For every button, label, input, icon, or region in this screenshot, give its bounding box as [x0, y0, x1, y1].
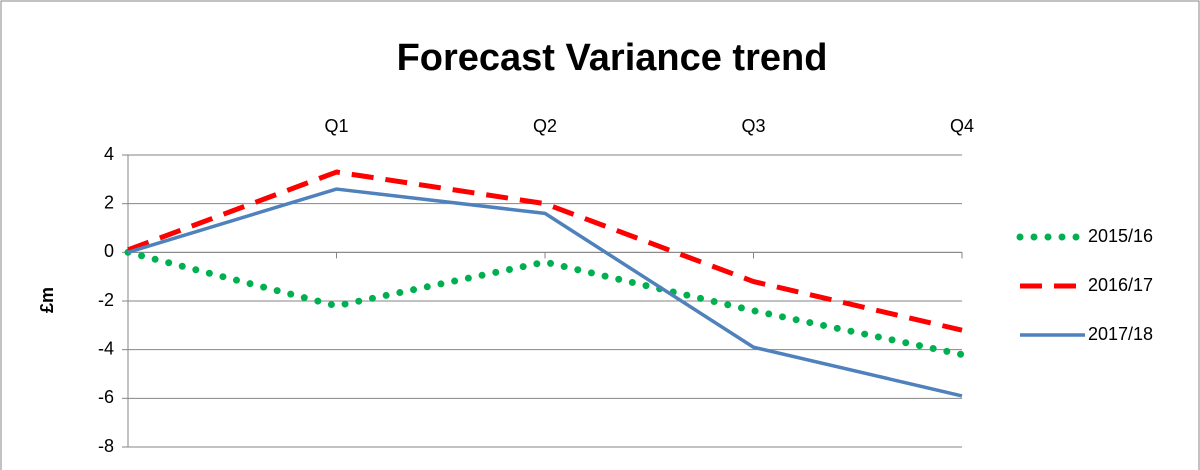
x-tick-label: Q1: [324, 116, 348, 136]
series-line: [127, 187, 963, 398]
series-line: [124, 248, 966, 359]
series-line: [127, 169, 963, 333]
y-tick-label: -6: [98, 387, 114, 407]
legend-label: 2017/18: [1088, 324, 1153, 344]
x-tick-label: Q4: [950, 116, 974, 136]
legend-label: 2015/16: [1088, 226, 1153, 246]
chart-title: Forecast Variance trend: [397, 37, 828, 79]
y-tick-label: 4: [104, 144, 114, 164]
y-tick-label: -8: [98, 436, 114, 456]
y-axis-title: £m: [37, 287, 57, 313]
y-tick-label: 2: [104, 192, 114, 212]
legend-label: 2016/17: [1088, 275, 1153, 295]
y-tick-label: -2: [98, 290, 114, 310]
x-tick-label: Q3: [741, 116, 765, 136]
y-tick-label: 0: [104, 241, 114, 261]
x-tick-label: Q2: [533, 116, 557, 136]
y-tick-label: -4: [98, 338, 114, 358]
